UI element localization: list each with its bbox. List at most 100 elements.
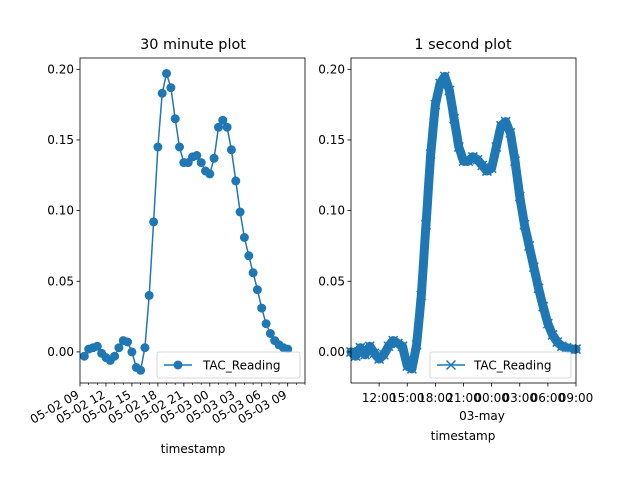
data-point — [196, 158, 206, 168]
chart-title: 30 minute plot — [140, 37, 246, 53]
data-point — [222, 122, 232, 132]
data-point — [244, 251, 254, 261]
data-point — [92, 341, 102, 351]
series-group — [79, 69, 293, 375]
data-point — [416, 290, 427, 301]
data-point — [110, 351, 120, 361]
data-point — [510, 156, 521, 167]
data-point — [265, 329, 275, 338]
data-point — [350, 351, 361, 362]
data-point — [542, 318, 553, 329]
data-point — [528, 262, 539, 273]
data-point — [519, 219, 530, 230]
data-point — [170, 114, 180, 124]
data-point — [430, 99, 441, 110]
data-point — [192, 151, 202, 160]
data-point — [411, 339, 422, 350]
data-point — [231, 176, 241, 186]
legend-marker-circle — [173, 360, 183, 370]
data-point — [209, 153, 219, 163]
data-point — [235, 207, 245, 217]
data-point — [435, 78, 446, 89]
data-point — [500, 116, 511, 127]
y-tick-label: 0.10 — [318, 204, 345, 218]
data-point — [153, 142, 163, 152]
data-point — [239, 233, 249, 242]
y-axis: 0.00 0.05 0.10 0.15 0.20 — [318, 62, 351, 359]
data-point — [166, 83, 176, 93]
data-point — [162, 69, 171, 78]
data-point — [420, 219, 432, 230]
data-point — [538, 301, 549, 312]
legend-box — [429, 351, 572, 379]
data-point — [364, 341, 375, 352]
legend-label: TAC_Reading — [202, 359, 280, 373]
legend-marker-x — [445, 359, 457, 371]
legend-label: TAC_Reading — [473, 359, 551, 373]
data-point — [449, 113, 460, 124]
y-tick-label: 0.10 — [47, 204, 74, 218]
data-point — [123, 337, 133, 347]
y-tick-label: 0.15 — [47, 133, 74, 147]
series-group — [345, 71, 582, 374]
legend-box — [156, 351, 301, 379]
y-tick-label: 0.05 — [47, 274, 74, 288]
data-point — [257, 303, 267, 313]
data-point — [214, 122, 223, 132]
data-point — [453, 141, 464, 153]
data-point — [378, 349, 389, 360]
data-point — [149, 217, 159, 227]
data-point — [283, 344, 293, 354]
data-point — [261, 319, 271, 329]
data-point — [467, 151, 478, 162]
x-tick-label: 00:00 — [474, 391, 509, 405]
data-point — [360, 349, 371, 360]
data-point — [514, 191, 525, 202]
data-point — [127, 347, 137, 357]
data-point — [439, 71, 450, 82]
data-point — [524, 240, 535, 251]
data-point — [481, 166, 492, 177]
data-point — [533, 283, 544, 294]
data-point — [402, 361, 413, 372]
x-tick-label: 15:00 — [390, 391, 425, 405]
x-axis-label: timestamp — [431, 429, 496, 443]
x-tick-label: 09:00 — [559, 391, 594, 405]
y-tick-label: 0.20 — [47, 62, 74, 76]
data-point — [491, 141, 502, 153]
data-point — [144, 290, 154, 300]
y-tick-label: 0.20 — [318, 62, 345, 76]
y-tick-label: 0.00 — [318, 345, 345, 359]
data-point — [486, 163, 497, 174]
x-tick-label: 18:00 — [418, 391, 453, 405]
data-point — [444, 85, 455, 96]
data-point — [388, 335, 399, 346]
data-point — [218, 115, 228, 125]
x-tick-label: 06:00 — [531, 391, 566, 405]
chart-title: 1 second plot — [414, 37, 512, 53]
data-point — [157, 88, 167, 98]
y-axis: 0.00 0.05 0.10 0.15 0.20 — [47, 62, 80, 359]
x-tick-label: 03:00 — [502, 391, 537, 405]
data-point — [505, 127, 516, 138]
data-point — [397, 341, 408, 352]
data-point — [425, 149, 436, 160]
data-point — [114, 343, 124, 353]
x-axis-label: timestamp — [161, 442, 226, 456]
x-tick-label: 21:00 — [446, 391, 481, 405]
data-point — [226, 145, 236, 155]
data-point — [406, 363, 417, 374]
y-tick-label: 0.15 — [318, 133, 345, 147]
x-tick-label: 12:00 — [362, 391, 397, 405]
data-point — [252, 285, 262, 295]
data-point — [248, 268, 258, 278]
data-point — [547, 329, 558, 340]
data-point — [136, 365, 146, 375]
y-tick-label: 0.05 — [318, 274, 345, 288]
data-point — [205, 169, 215, 179]
data-point — [175, 142, 184, 152]
legend: TAC_Reading — [429, 351, 572, 379]
